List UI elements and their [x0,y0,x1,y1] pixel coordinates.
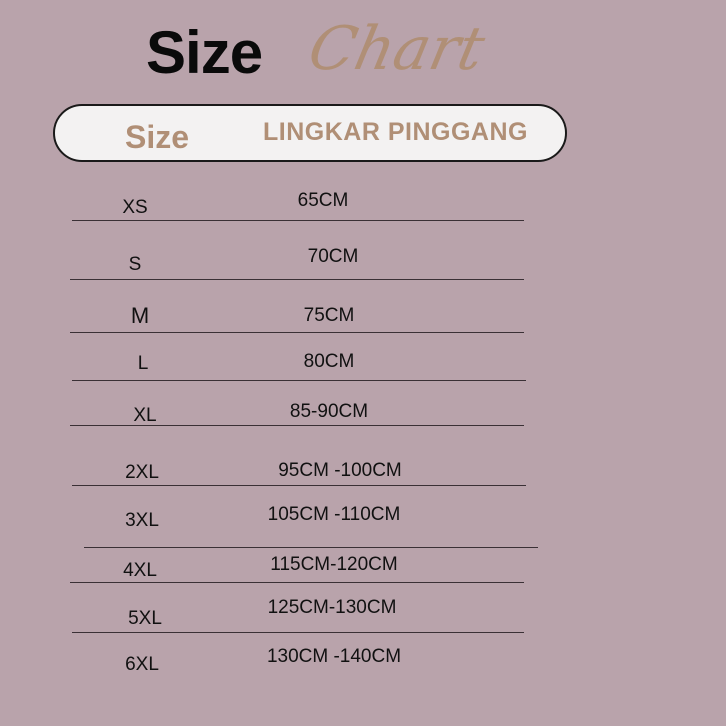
waist-value: 95CM -100CM [278,460,402,481]
waist-value: 75CM [303,305,355,326]
row-divider [72,632,524,633]
waist-value: 105CM -110CM [267,504,401,525]
row-divider [70,332,524,333]
size-label: 4XL [123,560,157,581]
waist-value: 130CM -140CM [266,646,402,667]
size-label: XS [122,197,148,218]
row-divider [70,279,524,280]
waist-value: 85-90CM [289,401,369,422]
size-label: S [128,254,142,275]
waist-value: 80CM [303,351,355,372]
waist-value: 65CM [297,190,349,211]
waist-value: 70CM [307,246,359,267]
size-label: 2XL [125,462,159,483]
size-label: L [137,353,149,374]
row-divider [84,547,538,548]
header-bar [53,104,567,162]
size-label: 3XL [125,510,159,531]
size-label: 6XL [125,654,159,675]
header-size: Size [125,119,190,155]
waist-value: 125CM-130CM [267,597,397,618]
waist-value: 115CM-120CM [270,554,398,575]
row-divider [72,380,526,381]
row-divider [72,485,526,486]
row-divider [70,425,524,426]
size-label: M [130,303,150,328]
title-chart: Chart [302,14,491,84]
size-label: XL [133,405,157,426]
size-label: 5XL [128,608,162,629]
row-divider [70,582,524,583]
title-size: Size [146,19,263,86]
header-waist: LINGKAR PINGGANG [263,118,528,146]
row-divider [72,220,524,221]
